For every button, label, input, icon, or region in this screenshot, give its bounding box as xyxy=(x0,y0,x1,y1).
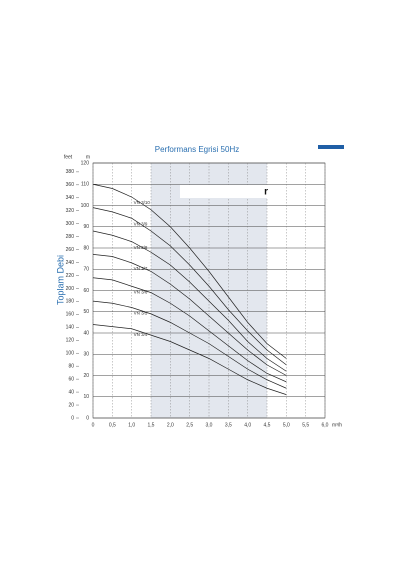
curve xyxy=(92,207,287,366)
y-tick-label: 120 xyxy=(81,160,90,166)
y-tick-label: 90 xyxy=(83,224,89,230)
curve xyxy=(92,300,287,389)
curve xyxy=(92,324,287,395)
curve-label: VN 3/5 xyxy=(134,311,148,316)
curve-label: VN 3/10 xyxy=(134,200,151,205)
y2-tick-label: 100 xyxy=(66,351,75,357)
y-tick-label: 100 xyxy=(81,203,90,209)
curve-label: VN 3/6 xyxy=(134,289,148,294)
curve-label: VN 3/8 xyxy=(134,245,148,250)
x-tick-label: 2,5 xyxy=(186,422,193,428)
x-unit: m³/h xyxy=(332,422,342,428)
x-tick-label: 5,0 xyxy=(283,422,290,428)
y2-tick-label: 340 xyxy=(66,195,75,201)
y-tick-label: 80 xyxy=(83,245,89,251)
x-tick-label: 6,0 xyxy=(322,422,329,428)
y2-tick-label: 160 xyxy=(66,312,75,318)
x-tick-label: 3,5 xyxy=(225,422,232,428)
watermark-box xyxy=(180,185,270,198)
y-tick-label: 40 xyxy=(83,330,89,336)
y-tick-label: 110 xyxy=(81,182,89,188)
y2-unit: feet xyxy=(64,154,73,160)
curve xyxy=(92,254,287,376)
y2-tick-label: 320 xyxy=(66,208,75,214)
watermark: r xyxy=(264,187,268,198)
y2-tick-label: 360 xyxy=(66,182,75,188)
x-tick-label: 0 xyxy=(92,422,95,428)
x-tick-label: 2,0 xyxy=(167,422,174,428)
y2-tick-label: 300 xyxy=(66,221,75,227)
curve-label: VN 3/7 xyxy=(134,266,148,271)
x-tick-label: 3,0 xyxy=(206,422,213,428)
y-unit: m xyxy=(86,154,90,160)
y-tick-label: 0 xyxy=(86,415,89,421)
curve-label: VN 3/4 xyxy=(134,332,148,337)
x-tick-label: 0,5 xyxy=(109,422,116,428)
y2-tick-label: 200 xyxy=(66,286,75,292)
curve xyxy=(92,277,287,383)
y2-tick-label: 60 xyxy=(68,376,74,382)
y-axis-label: Toplam Debi xyxy=(55,255,65,305)
y2-tick-label: 280 xyxy=(66,234,75,240)
y-tick-label: 10 xyxy=(83,394,89,400)
accent-bar xyxy=(318,145,344,149)
y2-tick-label: 260 xyxy=(66,247,75,253)
y2-tick-label: 140 xyxy=(66,325,75,331)
y2-tick-label: 240 xyxy=(66,260,75,266)
y2-tick-label: 80 xyxy=(68,364,74,370)
y-tick-label: 50 xyxy=(83,309,89,315)
y-tick-label: 70 xyxy=(83,267,89,273)
x-tick-label: 5,5 xyxy=(302,422,309,428)
curve xyxy=(92,230,287,372)
y2-tick-label: 20 xyxy=(68,402,74,408)
y2-tick-label: 120 xyxy=(66,338,75,344)
x-tick-label: 1,0 xyxy=(128,422,135,428)
y2-tick-label: 220 xyxy=(66,273,75,279)
chart-title: Performans Egrisi 50Hz xyxy=(155,145,239,154)
y2-tick-label: 180 xyxy=(66,299,75,305)
y-tick-label: 60 xyxy=(83,288,89,294)
curve-label: VN 3/9 xyxy=(134,221,148,226)
y2-tick-label: 40 xyxy=(68,389,74,395)
y2-tick-label: 0 xyxy=(71,415,74,421)
x-tick-label: 1,5 xyxy=(148,422,155,428)
x-tick-label: 4,5 xyxy=(264,422,271,428)
y-tick-label: 30 xyxy=(83,352,89,358)
y2-tick-label: 380 xyxy=(66,169,75,175)
x-tick-label: 4,0 xyxy=(244,422,251,428)
y-tick-label: 20 xyxy=(83,373,89,379)
curve xyxy=(92,183,287,359)
